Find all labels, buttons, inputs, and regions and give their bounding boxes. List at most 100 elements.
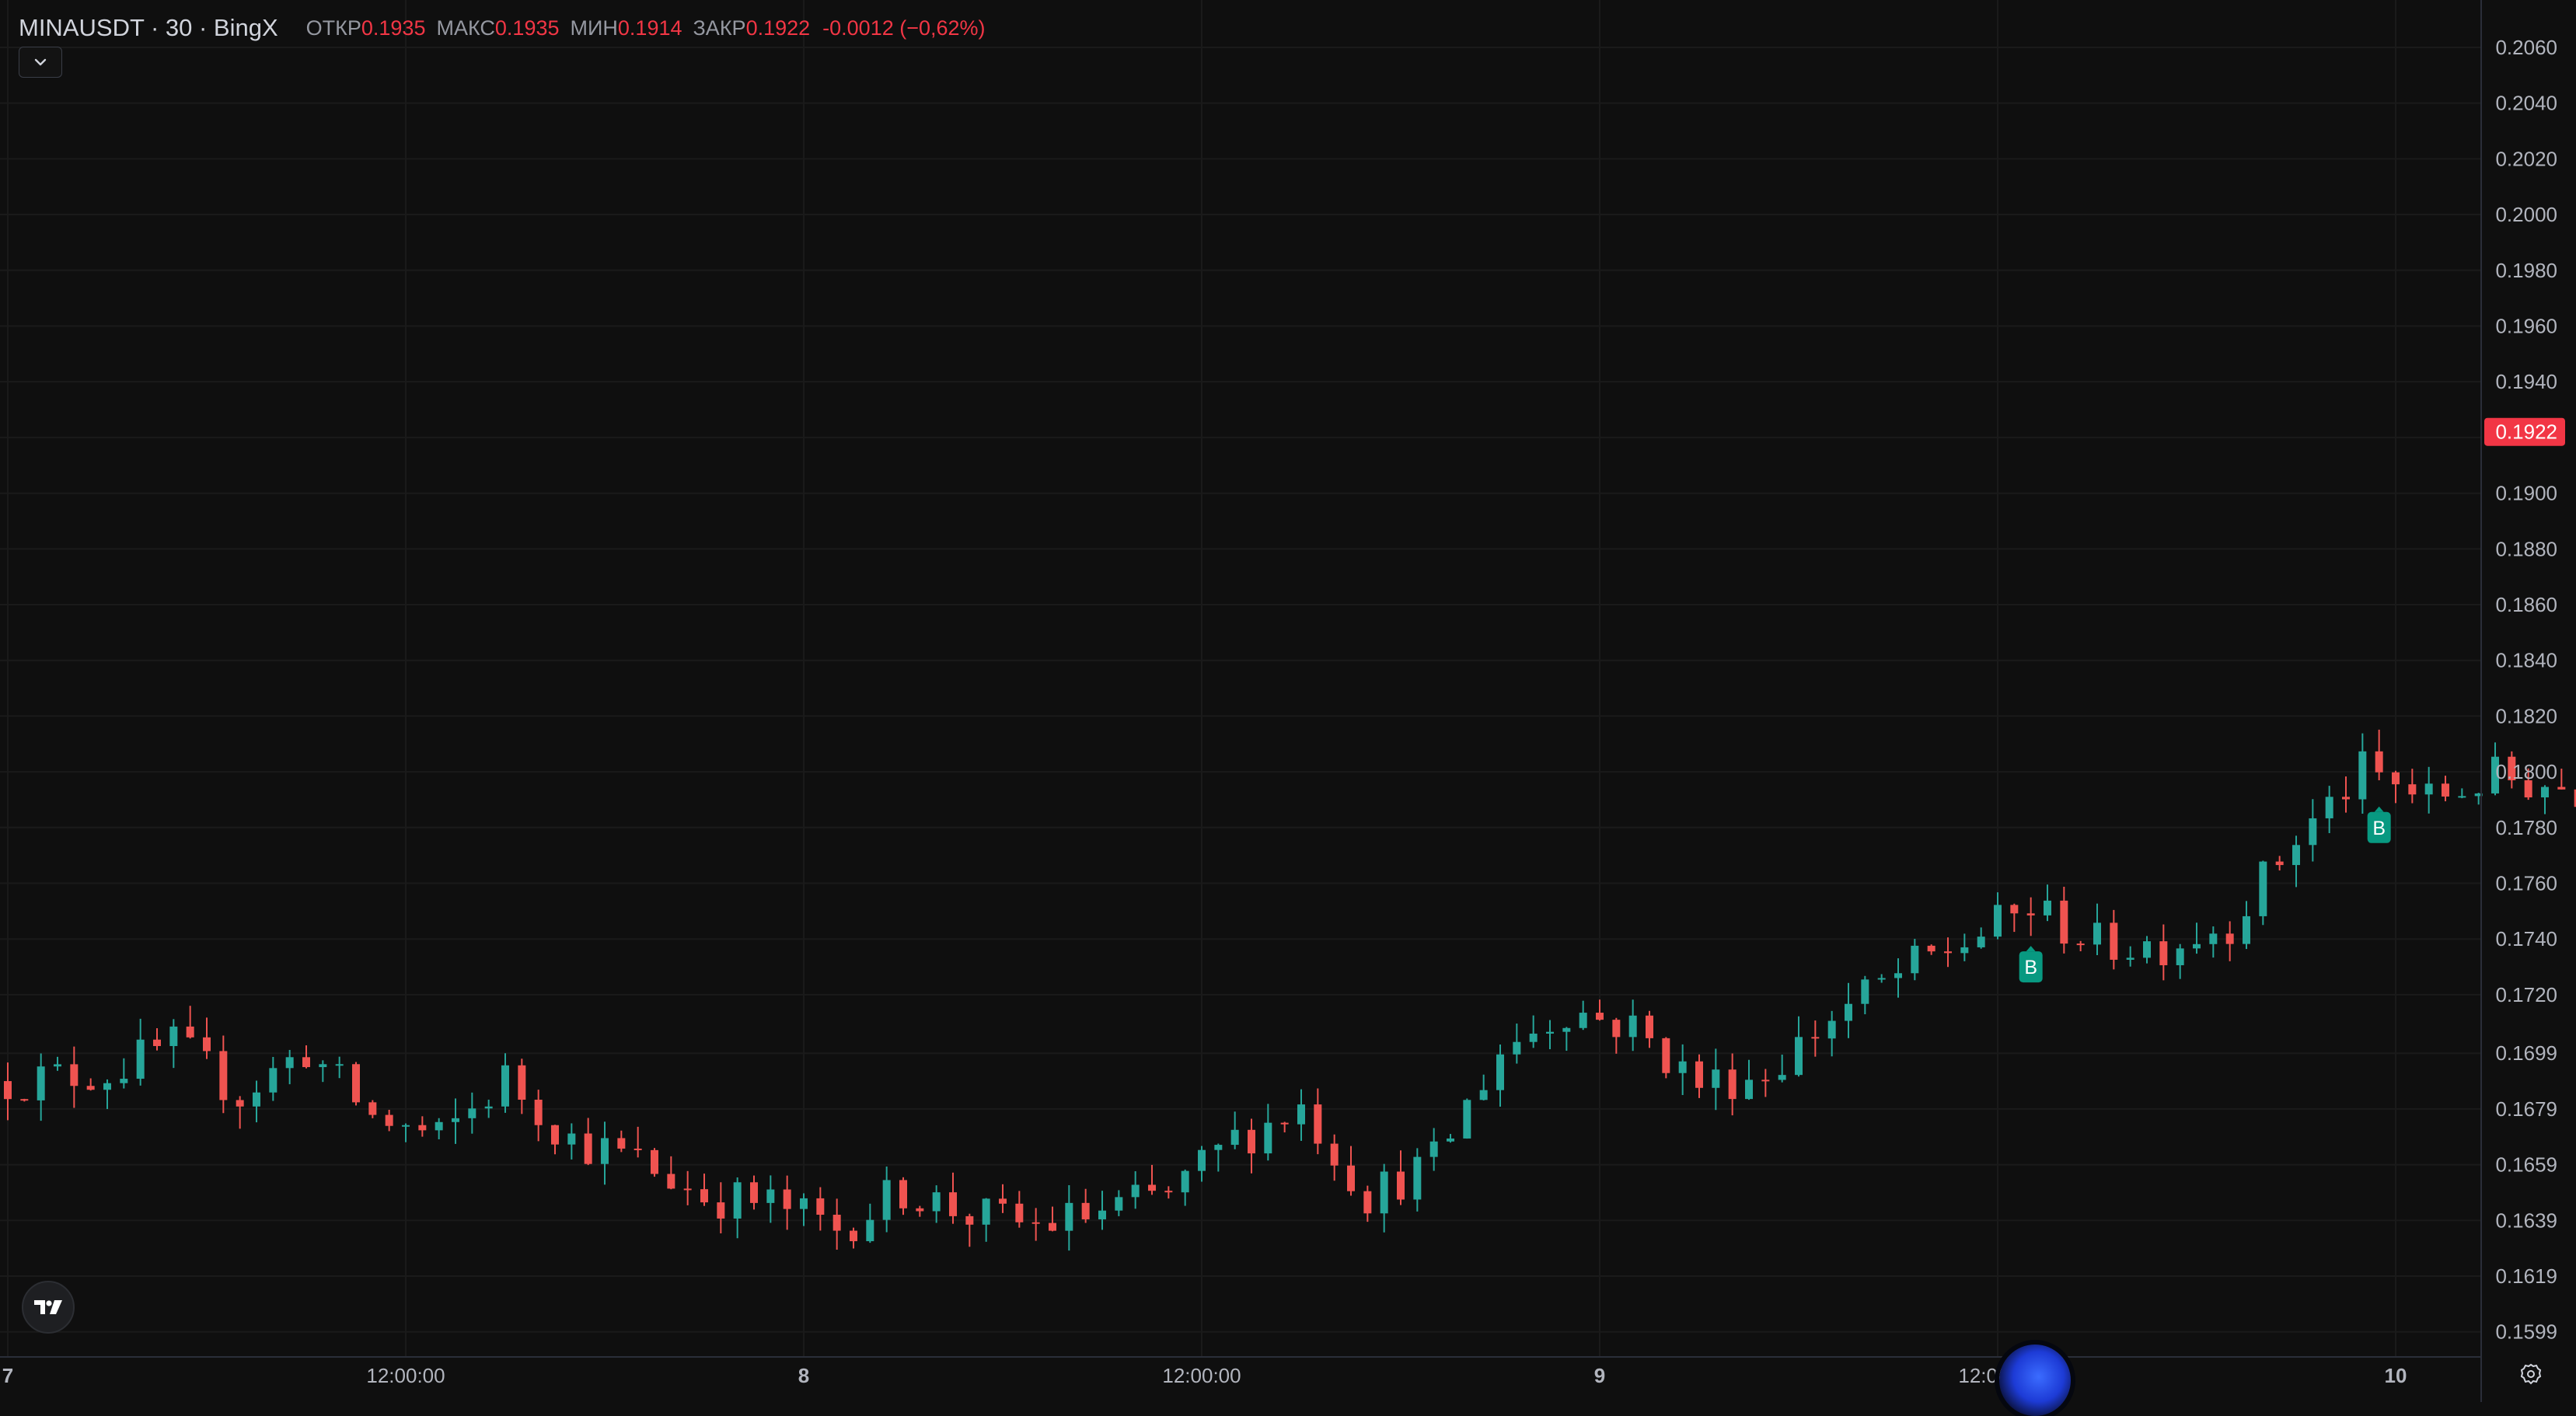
candle-body: [1894, 973, 1902, 978]
candle-body: [1031, 1222, 1040, 1224]
symbol-title[interactable]: MINAUSDT · 30 · BingX: [19, 14, 278, 41]
candle-body: [37, 1066, 45, 1100]
candle-body: [800, 1198, 808, 1209]
candle-body: [1264, 1122, 1272, 1154]
candle-body: [651, 1149, 658, 1174]
candle-body: [120, 1079, 128, 1083]
candle-body: [186, 1026, 194, 1038]
candle-body: [1065, 1202, 1073, 1231]
candle-body: [750, 1182, 758, 1203]
open-value: 0.1935: [361, 16, 426, 40]
change-value: -0.0012 (−0,62%): [822, 16, 986, 40]
candle-body: [667, 1174, 675, 1189]
candle-body: [2225, 933, 2234, 944]
time-tick-label: 9: [1594, 1364, 1605, 1387]
candle-body: [601, 1138, 609, 1164]
low-label: МИН: [570, 16, 618, 40]
candle-body: [2574, 789, 2576, 807]
candle-body: [2292, 845, 2300, 866]
candle-body: [2093, 922, 2101, 945]
candle-body: [1579, 1013, 1587, 1028]
candle-body: [1115, 1197, 1123, 1211]
tradingview-logo-icon: [34, 1300, 62, 1314]
price-tick-label: 0.1599: [2495, 1320, 2557, 1344]
candle-body: [2491, 756, 2499, 793]
price-tick-label: 0.1800: [2495, 760, 2557, 783]
candle-body: [169, 1026, 178, 1046]
candle-body: [1546, 1031, 1554, 1034]
price-tick-label: 0.1679: [2495, 1097, 2557, 1121]
candle-body: [1612, 1020, 1621, 1038]
price-tick-label: 0.1760: [2495, 872, 2557, 895]
candle-body: [2325, 797, 2333, 818]
price-tick-label: 0.2020: [2495, 147, 2557, 170]
candle-body: [1728, 1069, 1737, 1100]
price-tick-label: 0.1900: [2495, 482, 2557, 505]
candle-body: [2408, 784, 2417, 795]
price-tick-label: 0.1880: [2495, 537, 2557, 560]
candle-body: [1081, 1202, 1090, 1219]
time-tick-label: 12:00:00: [1162, 1364, 1241, 1387]
candle-body: [1911, 945, 1919, 974]
candle-body: [1479, 1090, 1488, 1100]
candle-body: [1596, 1013, 1604, 1020]
candle-body: [2375, 751, 2383, 773]
candle-body: [1662, 1038, 1670, 1073]
candle-body: [86, 1086, 95, 1090]
candle-body: [2060, 900, 2068, 944]
price-tick-label: 0.1720: [2495, 983, 2557, 1006]
candle-body: [1811, 1037, 1820, 1039]
candle-body: [1148, 1184, 1156, 1191]
floating-assistant-icon[interactable]: [1999, 1345, 2071, 1416]
price-tick-label: 0.1699: [2495, 1041, 2557, 1065]
candle-body: [1745, 1079, 1753, 1100]
legend-collapse-button[interactable]: [19, 47, 62, 78]
candle-body: [2541, 786, 2549, 798]
candle-body: [1827, 1020, 1836, 1039]
tradingview-logo[interactable]: [22, 1281, 75, 1334]
price-tick-label: 0.1740: [2495, 927, 2557, 950]
candle-body: [2243, 916, 2250, 944]
candle-body: [932, 1192, 941, 1212]
candle-body: [435, 1121, 443, 1131]
marker-label: B: [2372, 818, 2386, 839]
time-axis: 712:00:00812:00:00912:00:001012:00:00111…: [2, 1364, 2407, 1387]
candle-body: [136, 1039, 145, 1079]
candle-body: [319, 1064, 327, 1068]
candle-body: [1297, 1104, 1305, 1125]
candle-body: [2176, 948, 2184, 965]
candle-body: [484, 1106, 493, 1109]
candle-body: [634, 1148, 642, 1150]
chart-settings-button[interactable]: [2515, 1358, 2546, 1390]
symbol-legend: MINAUSDT · 30 · BingX ОТКР 0.1935 МАКС 0…: [19, 12, 986, 44]
candle-body: [1230, 1129, 1239, 1146]
candle-body: [236, 1100, 244, 1107]
last-price-badge: [2484, 417, 2565, 446]
candle-body: [501, 1065, 509, 1107]
candle-body: [766, 1189, 775, 1203]
candle-body: [1562, 1027, 1571, 1032]
candle-body: [1529, 1033, 1538, 1042]
candle-body: [1314, 1104, 1322, 1144]
buy-marker[interactable]: B: [2367, 806, 2391, 843]
marker-label: B: [2024, 957, 2037, 978]
candle-body: [2474, 793, 2483, 797]
candle-body: [70, 1064, 79, 1086]
candle-body: [1646, 1015, 1653, 1038]
candle-body: [2110, 922, 2118, 960]
candle-body: [402, 1125, 410, 1127]
candle-body: [999, 1198, 1007, 1204]
price-tick-label: 0.1780: [2495, 816, 2557, 839]
candle-body: [1015, 1203, 1024, 1222]
candle-body: [1513, 1041, 1521, 1055]
candle-body: [617, 1138, 626, 1149]
price-tick-label: 0.2000: [2495, 203, 2557, 226]
candle-body: [816, 1198, 825, 1215]
candle-body: [1397, 1171, 1405, 1200]
candle-body: [253, 1092, 260, 1107]
buy-marker[interactable]: B: [2019, 946, 2043, 983]
candle-body: [551, 1125, 559, 1145]
candle-body: [717, 1202, 725, 1219]
candle-body: [2508, 756, 2516, 781]
